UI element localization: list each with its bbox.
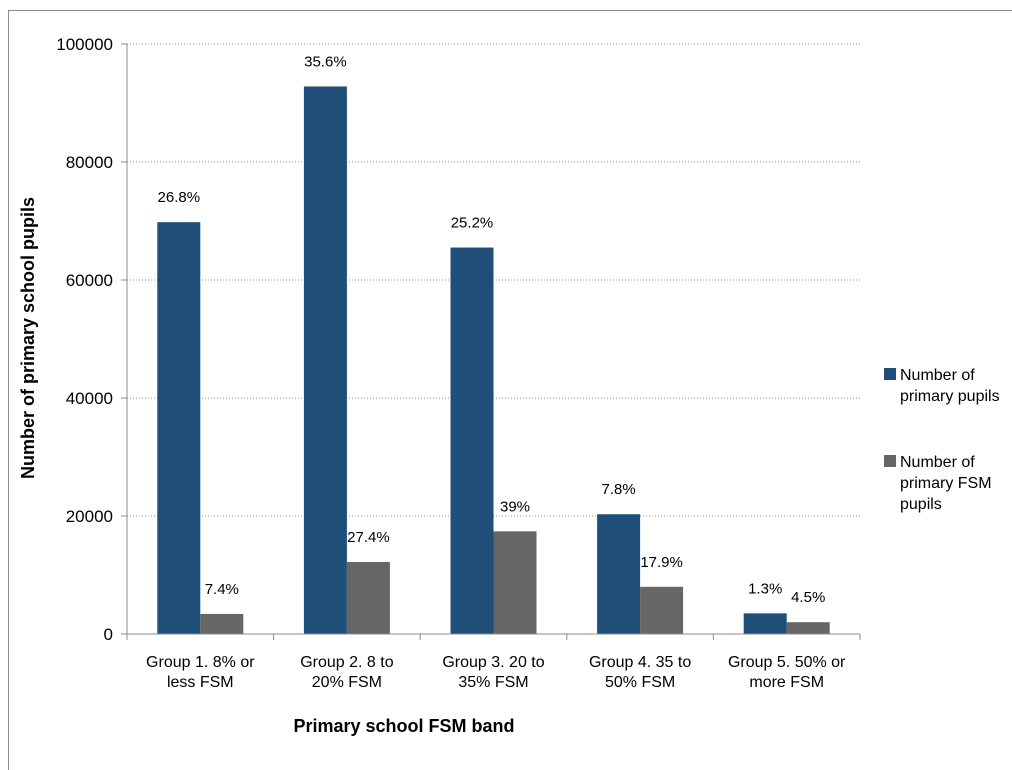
category-label-line: Group 4. 35 to [589,654,691,671]
data-label: 26.8% [158,189,201,206]
bar [597,514,641,634]
x-axis-title: Primary school FSM band [293,716,514,736]
bar [157,222,201,634]
bar [200,613,244,634]
bar [450,247,494,635]
data-label: 25.2% [451,215,494,232]
data-label: 7.8% [601,481,635,498]
legend-label: Number of primary pupils [900,367,1000,405]
category-label-line: Group 3. 20 to [442,654,544,671]
bar [346,562,390,634]
legend-label-line: Number of [900,367,975,384]
category-label-line: 50% FSM [605,674,675,691]
y-axis-ticks: 0 20000 40000 60000 80000 100000 [56,35,127,644]
y-tick-label: 0 [104,625,113,644]
bar [303,86,347,635]
y-tick-label: 60000 [66,271,113,290]
legend: Number of primary pupils Number of primary … [884,367,1000,513]
legend-label-line: pupils [900,496,942,513]
legend-label-line: Number of [900,454,975,471]
category-label: Group 4. 35 to 50% FSM [589,654,691,691]
category-label-line: more FSM [749,674,824,691]
y-tick-label: 80000 [66,153,113,172]
legend-label: Number of primary FSM pupils [900,454,992,513]
data-label: 7.4% [205,581,239,598]
category-label: Group 1. 8% or less FSM [146,654,255,691]
category-label-line: 20% FSM [312,674,382,691]
legend-swatch [884,368,896,380]
y-tick-label: 100000 [56,35,113,54]
data-label: 35.6% [304,53,347,70]
bar [493,531,537,634]
chart-frame [8,10,1012,770]
data-label: 4.5% [791,589,825,606]
category-label-line: 35% FSM [458,674,528,691]
category-label-line: Group 1. 8% or [146,654,255,671]
category-label-line: Group 2. 8 to [300,654,393,671]
bar [786,622,830,634]
bar [640,586,684,634]
y-tick-label: 20000 [66,507,113,526]
bars [157,86,830,635]
legend-label-line: primary FSM [900,475,992,492]
category-labels: Group 1. 8% or less FSM Group 2. 8 to 20% F… [146,654,846,691]
data-labels: 26.8% 7.4% 35.6% 27.4% 25.2% 39% 7.8% 17.9% 1.3%… [158,53,826,606]
y-tick-label: 40000 [66,389,113,408]
category-label-line: less FSM [167,674,234,691]
category-label: Group 5. 50% or more FSM [728,654,846,691]
x-axis [126,44,861,640]
category-label: Group 3. 20 to 35% FSM [442,654,544,691]
legend-label-line: primary pupils [900,388,1000,405]
data-label: 27.4% [347,529,390,546]
category-label: Group 2. 8 to 20% FSM [300,654,393,691]
y-axis-title: Number of primary school pupils [18,197,38,479]
data-label: 17.9% [640,554,683,571]
data-label: 1.3% [748,580,782,597]
data-label: 39% [500,498,530,515]
category-label-line: Group 5. 50% or [728,654,846,671]
legend-swatch [884,455,896,467]
bar [743,613,787,634]
